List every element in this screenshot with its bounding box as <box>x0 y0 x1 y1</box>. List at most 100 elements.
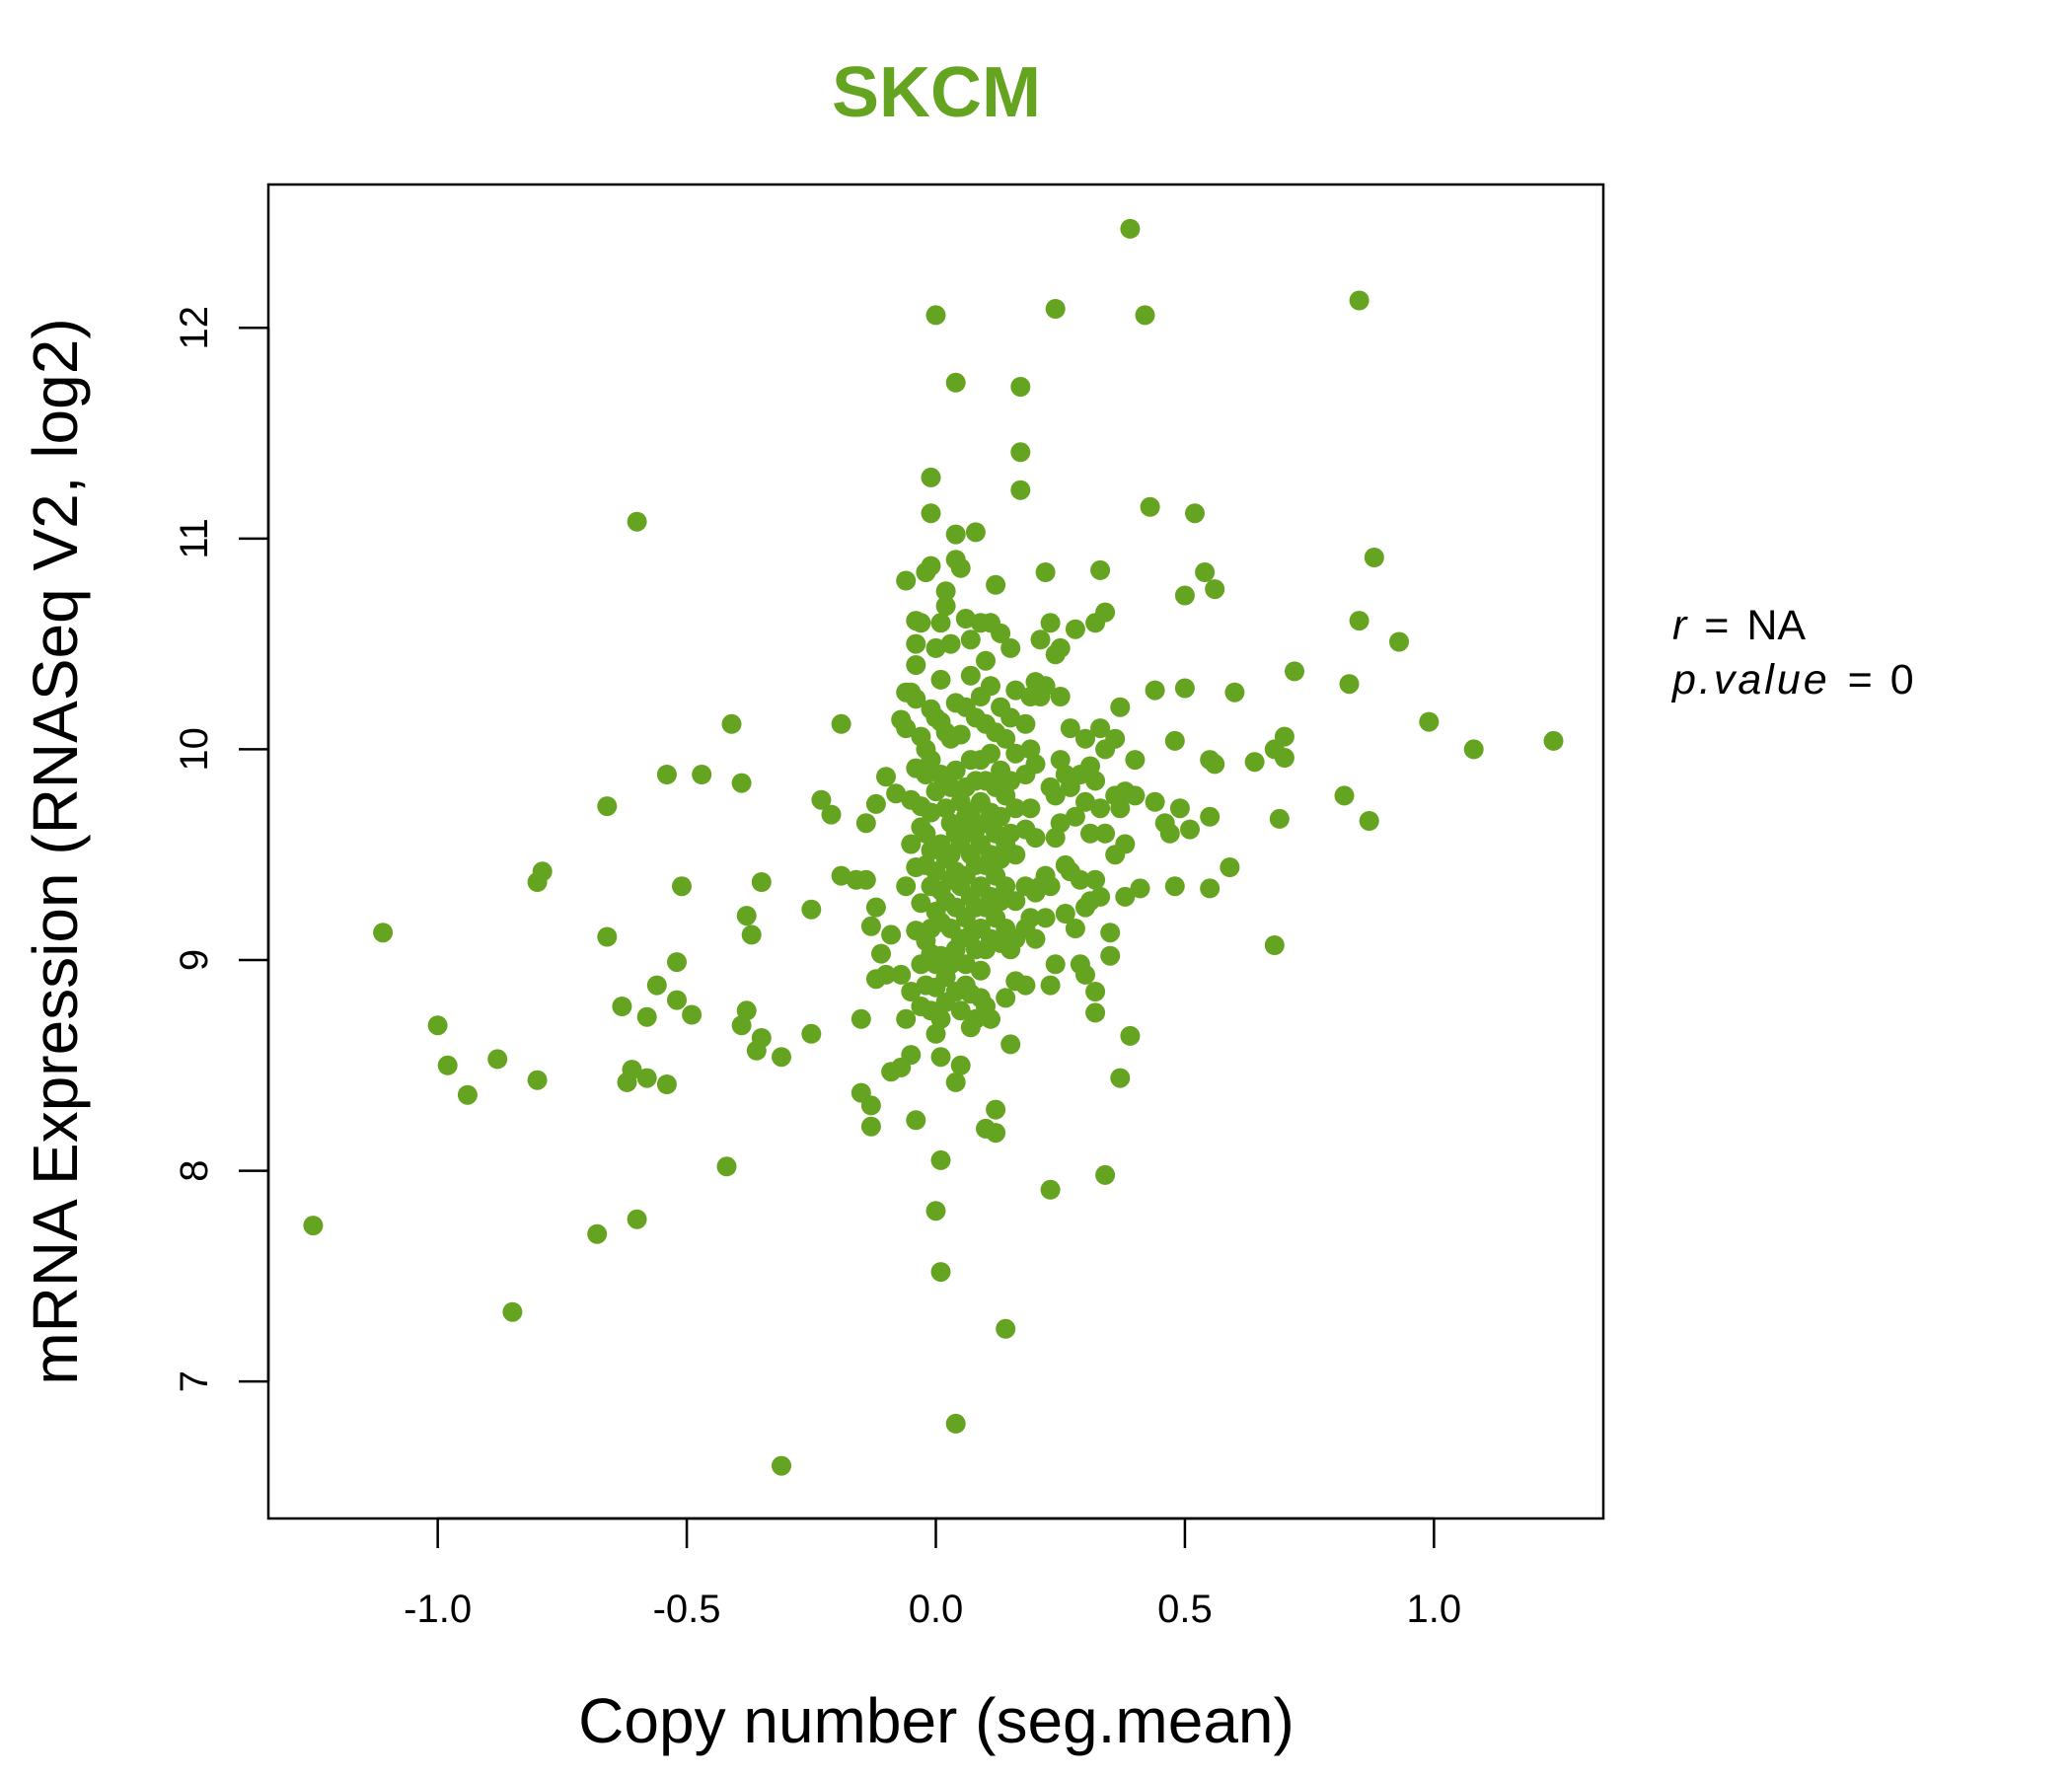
data-point <box>940 633 961 654</box>
data-point <box>906 1110 926 1131</box>
data-point <box>925 1201 946 1221</box>
data-point <box>751 1028 772 1048</box>
data-point <box>627 511 647 532</box>
data-point <box>876 964 896 985</box>
data-point <box>1020 739 1041 760</box>
data-point <box>996 1318 1016 1339</box>
data-point <box>831 713 851 734</box>
data-point <box>1000 823 1021 844</box>
r-value: NA <box>1746 602 1806 649</box>
data-point <box>851 1008 871 1029</box>
data-point <box>911 893 931 914</box>
data-point <box>901 982 922 1001</box>
data-point <box>986 1099 1006 1120</box>
data-point <box>721 713 742 734</box>
data-point <box>1065 619 1085 639</box>
data-point <box>1090 559 1111 580</box>
data-point <box>1085 1002 1106 1023</box>
data-point <box>1339 674 1360 695</box>
data-point <box>1140 496 1160 517</box>
data-point <box>1015 975 1036 996</box>
data-point <box>921 802 941 823</box>
x-tick-label: 0.5 <box>1157 1588 1213 1631</box>
data-point <box>487 1049 508 1070</box>
x-tick-label: 1.0 <box>1407 1588 1462 1631</box>
data-point <box>911 613 931 633</box>
data-point <box>945 372 966 393</box>
data-point <box>1205 754 1225 775</box>
data-point <box>1159 823 1180 844</box>
data-point <box>801 899 822 920</box>
data-point <box>855 813 876 834</box>
data-point <box>1110 697 1131 717</box>
data-point <box>1075 964 1095 985</box>
data-point <box>1035 676 1056 697</box>
data-point <box>965 522 986 543</box>
data-point <box>1075 791 1095 812</box>
data-point <box>1195 562 1216 582</box>
data-point <box>1120 218 1141 239</box>
data-point <box>1174 585 1195 606</box>
data-point <box>1085 869 1106 890</box>
p-label: p.value <box>1670 656 1830 703</box>
data-point <box>1090 718 1111 739</box>
data-point <box>1010 377 1031 397</box>
data-point <box>1274 726 1295 747</box>
data-point <box>636 1068 657 1088</box>
data-point <box>1010 480 1031 500</box>
data-point <box>597 926 618 947</box>
data-point <box>935 596 956 617</box>
data-point <box>1334 785 1355 806</box>
y-tick-label: 7 <box>173 1370 216 1392</box>
y-tick-label: 10 <box>173 727 216 772</box>
data-point <box>1005 798 1026 819</box>
data-point <box>627 1209 647 1229</box>
data-point <box>925 305 946 326</box>
data-point <box>921 503 941 524</box>
data-point <box>1220 857 1240 877</box>
data-point <box>1005 845 1026 865</box>
data-point <box>821 804 842 825</box>
data-point <box>373 923 394 943</box>
data-point <box>1164 730 1185 751</box>
data-point <box>930 1262 951 1283</box>
data-point <box>930 613 951 633</box>
data-point <box>1010 442 1031 463</box>
data-point <box>1005 680 1026 701</box>
data-point <box>1110 1068 1131 1088</box>
r-equals: = <box>1704 602 1729 649</box>
data-point <box>741 925 762 945</box>
data-point <box>1065 806 1085 827</box>
data-point <box>1205 579 1225 600</box>
x-axis: -1.0 -0.5 0.0 0.5 1.0 <box>404 1517 1462 1631</box>
data-point <box>1463 739 1484 760</box>
data-point <box>1050 813 1071 834</box>
data-point <box>672 876 692 897</box>
data-point <box>1045 299 1066 319</box>
data-point <box>1285 661 1304 682</box>
data-point <box>950 1055 971 1075</box>
data-point <box>1389 631 1409 652</box>
data-point <box>1000 1034 1021 1055</box>
r-label: r <box>1672 602 1688 649</box>
data-point <box>1000 771 1021 791</box>
data-point <box>646 975 667 996</box>
data-point <box>1015 713 1036 734</box>
data-point <box>1070 869 1090 890</box>
data-point <box>945 1413 966 1434</box>
data-point <box>1050 687 1071 706</box>
data-point <box>1030 629 1051 650</box>
data-point <box>930 1008 951 1029</box>
data-point <box>955 954 976 975</box>
points-layer <box>303 218 1564 1476</box>
data-point <box>1125 785 1146 806</box>
data-point <box>901 834 922 854</box>
data-point <box>981 743 1000 764</box>
data-point <box>1115 886 1136 907</box>
y-tick-label: 11 <box>173 518 216 559</box>
data-point <box>881 925 902 945</box>
data-point <box>921 750 941 771</box>
data-point <box>1200 878 1221 899</box>
data-point <box>1349 290 1369 311</box>
